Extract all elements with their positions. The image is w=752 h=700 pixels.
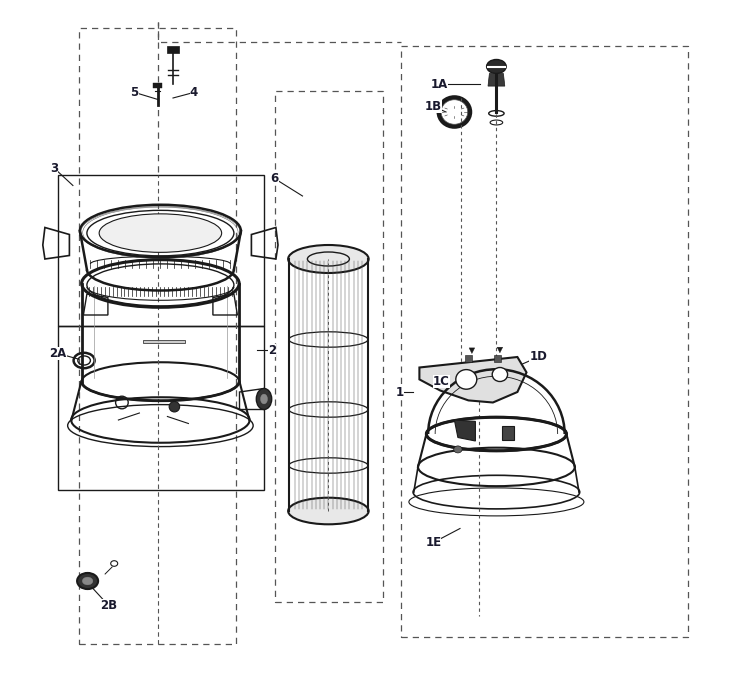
Text: 5: 5 — [130, 86, 138, 99]
Polygon shape — [143, 340, 185, 343]
Ellipse shape — [441, 99, 468, 125]
Ellipse shape — [83, 577, 92, 584]
Text: 6: 6 — [271, 172, 279, 185]
Text: 1B: 1B — [425, 100, 442, 113]
Polygon shape — [494, 355, 502, 362]
Polygon shape — [469, 348, 475, 354]
Ellipse shape — [99, 214, 222, 252]
Ellipse shape — [260, 394, 268, 404]
Ellipse shape — [256, 389, 271, 410]
Text: 1C: 1C — [432, 375, 450, 388]
Bar — [57, 326, 264, 490]
Text: 2: 2 — [268, 344, 277, 356]
Ellipse shape — [453, 446, 462, 453]
Bar — [274, 91, 383, 602]
Ellipse shape — [77, 573, 98, 589]
Ellipse shape — [493, 368, 508, 382]
Polygon shape — [454, 420, 475, 441]
Ellipse shape — [438, 96, 472, 127]
Text: 4: 4 — [190, 86, 198, 99]
Polygon shape — [420, 357, 526, 402]
Polygon shape — [153, 83, 162, 88]
Ellipse shape — [169, 402, 180, 412]
Text: 2B: 2B — [100, 599, 117, 612]
Bar — [57, 175, 264, 326]
Polygon shape — [502, 426, 514, 440]
Text: 3: 3 — [50, 162, 58, 174]
Ellipse shape — [487, 60, 506, 74]
Ellipse shape — [288, 498, 368, 524]
Ellipse shape — [288, 245, 368, 273]
Polygon shape — [168, 46, 179, 52]
Bar — [401, 46, 687, 637]
Text: 2A: 2A — [50, 347, 67, 360]
Polygon shape — [488, 74, 505, 86]
Text: 1: 1 — [396, 386, 404, 398]
Text: 1A: 1A — [430, 78, 447, 90]
Text: 1D: 1D — [529, 351, 547, 363]
Text: 1E: 1E — [426, 536, 441, 549]
Polygon shape — [497, 347, 502, 353]
Bar — [78, 28, 236, 644]
Ellipse shape — [456, 370, 477, 389]
Polygon shape — [465, 355, 472, 362]
